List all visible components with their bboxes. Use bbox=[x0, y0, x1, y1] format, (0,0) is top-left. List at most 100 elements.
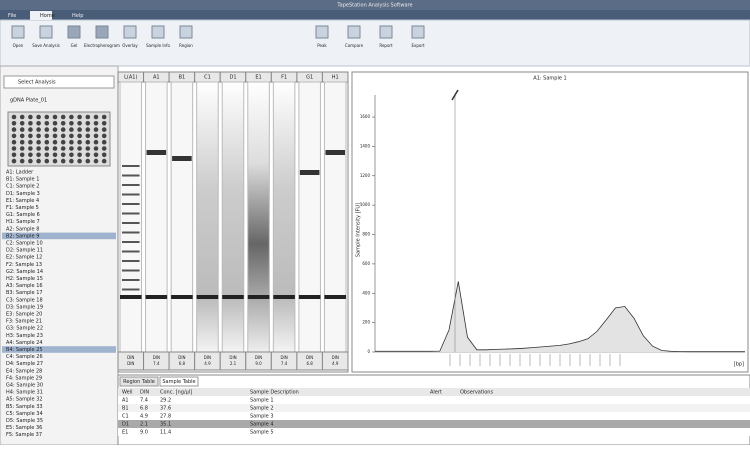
plate-well[interactable] bbox=[77, 127, 82, 132]
table-row[interactable] bbox=[118, 396, 750, 404]
plate-well[interactable] bbox=[85, 133, 91, 139]
plate-well[interactable] bbox=[19, 152, 25, 158]
plate-well[interactable] bbox=[36, 114, 41, 120]
plate-well[interactable] bbox=[11, 127, 17, 132]
plate-well[interactable] bbox=[36, 133, 41, 139]
sample-item[interactable]: H3: Sample 23 bbox=[6, 333, 43, 339]
plate-well[interactable] bbox=[28, 139, 33, 145]
plate-well[interactable] bbox=[36, 139, 41, 145]
sample-item[interactable]: D2: Sample 11 bbox=[6, 248, 43, 254]
plate-well[interactable] bbox=[93, 133, 99, 139]
ribbon-tab[interactable]: File bbox=[8, 13, 16, 19]
sample-item[interactable]: F4: Sample 29 bbox=[6, 375, 42, 381]
plate-well[interactable] bbox=[11, 121, 17, 126]
plate-well[interactable] bbox=[77, 114, 82, 120]
sample-item[interactable]: G4: Sample 30 bbox=[6, 383, 43, 389]
sample-item[interactable]: E1: Sample 4 bbox=[6, 198, 39, 204]
plate-well[interactable] bbox=[36, 152, 41, 158]
table-row[interactable] bbox=[118, 428, 750, 436]
sample-item[interactable]: D3: Sample 19 bbox=[6, 304, 43, 310]
plate-well[interactable] bbox=[44, 146, 50, 151]
plate-well[interactable] bbox=[85, 146, 91, 151]
sample-item[interactable]: F5: Sample 37 bbox=[6, 432, 42, 438]
sample-item[interactable]: C4: Sample 26 bbox=[6, 354, 43, 360]
plate-well[interactable] bbox=[69, 133, 74, 139]
plate-well[interactable] bbox=[28, 121, 33, 126]
plate-well[interactable] bbox=[60, 133, 66, 139]
sample-item[interactable]: C2: Sample 10 bbox=[6, 241, 43, 247]
plate-well[interactable] bbox=[19, 114, 25, 120]
plate-well[interactable] bbox=[28, 158, 33, 164]
plate-well[interactable] bbox=[52, 114, 58, 120]
plate-well[interactable] bbox=[77, 121, 82, 126]
plate-well[interactable] bbox=[28, 114, 33, 120]
plate-well[interactable] bbox=[69, 152, 74, 158]
sample-item[interactable]: A3: Sample 16 bbox=[6, 283, 43, 289]
ribbon-icon[interactable] bbox=[315, 25, 329, 39]
plate-well[interactable] bbox=[93, 158, 99, 164]
plate-well[interactable] bbox=[44, 114, 50, 120]
plate-well[interactable] bbox=[52, 139, 58, 145]
plate-well[interactable] bbox=[52, 146, 58, 151]
plate-well[interactable] bbox=[52, 127, 58, 132]
plate-well[interactable] bbox=[44, 133, 50, 139]
plate-well[interactable] bbox=[60, 114, 66, 120]
plate-well[interactable] bbox=[101, 127, 107, 132]
plate-well[interactable] bbox=[69, 114, 74, 120]
plate-well[interactable] bbox=[44, 152, 50, 158]
plate-well[interactable] bbox=[69, 158, 74, 164]
plate-well[interactable] bbox=[60, 158, 66, 164]
sample-item[interactable]: D4: Sample 27 bbox=[6, 361, 43, 367]
table-row[interactable] bbox=[118, 420, 750, 428]
plate-well[interactable] bbox=[44, 139, 50, 145]
plate-well[interactable] bbox=[11, 158, 17, 164]
sample-item[interactable]: H4: Sample 31 bbox=[6, 390, 43, 396]
ribbon-icon[interactable] bbox=[151, 25, 165, 39]
plate-well[interactable] bbox=[69, 121, 74, 126]
sample-item[interactable]: C5: Sample 34 bbox=[6, 411, 43, 417]
sample-item[interactable]: E4: Sample 28 bbox=[6, 368, 42, 374]
sample-item[interactable]: C1: Sample 2 bbox=[6, 184, 39, 190]
plate-well[interactable] bbox=[19, 127, 25, 132]
plate-well[interactable] bbox=[36, 121, 41, 126]
plate-well[interactable] bbox=[52, 121, 58, 126]
ribbon-icon[interactable] bbox=[379, 25, 393, 39]
ribbon-icon[interactable] bbox=[39, 25, 53, 39]
plate-well[interactable] bbox=[19, 121, 25, 126]
ribbon-icon[interactable] bbox=[123, 25, 137, 39]
plate-well[interactable] bbox=[101, 158, 107, 164]
sample-item[interactable]: G3: Sample 22 bbox=[6, 326, 43, 332]
plate-well[interactable] bbox=[28, 146, 33, 151]
table-tab[interactable] bbox=[119, 376, 159, 387]
ribbon-icon[interactable] bbox=[347, 25, 361, 39]
plate-well[interactable] bbox=[69, 127, 74, 132]
sample-item[interactable]: B3: Sample 17 bbox=[6, 290, 43, 296]
plate-well[interactable] bbox=[69, 139, 74, 145]
sample-item[interactable]: A2: Sample 8 bbox=[6, 226, 39, 232]
plate-well[interactable] bbox=[93, 121, 99, 126]
sample-item[interactable]: H1: Sample 7 bbox=[6, 219, 40, 225]
plate-well[interactable] bbox=[44, 121, 50, 126]
plate-well[interactable] bbox=[11, 139, 17, 145]
plate-well[interactable] bbox=[28, 127, 33, 132]
plate-well[interactable] bbox=[36, 158, 41, 164]
ribbon-tab[interactable]: Home bbox=[40, 13, 55, 19]
sample-item[interactable]: E3: Sample 20 bbox=[6, 312, 42, 318]
sample-item[interactable]: A1: Ladder bbox=[6, 170, 34, 176]
sample-item[interactable]: A5: Sample 32 bbox=[6, 397, 43, 403]
plate-well[interactable] bbox=[60, 121, 66, 126]
plate-well[interactable] bbox=[52, 133, 58, 139]
plate-well[interactable] bbox=[85, 127, 91, 132]
plate-well[interactable] bbox=[85, 139, 91, 145]
sample-item[interactable]: F3: Sample 21 bbox=[6, 319, 42, 325]
sample-item[interactable]: B2: Sample 9 bbox=[6, 233, 39, 239]
plate-well[interactable] bbox=[93, 146, 99, 151]
ribbon-icon[interactable] bbox=[11, 25, 25, 39]
plate-well[interactable] bbox=[77, 146, 82, 151]
plate-well[interactable] bbox=[60, 152, 66, 158]
table-row[interactable] bbox=[118, 404, 750, 412]
sample-item[interactable]: C3: Sample 18 bbox=[6, 297, 43, 303]
plate-well[interactable] bbox=[77, 139, 82, 145]
plate-well[interactable] bbox=[85, 114, 91, 120]
plate-well[interactable] bbox=[60, 139, 66, 145]
